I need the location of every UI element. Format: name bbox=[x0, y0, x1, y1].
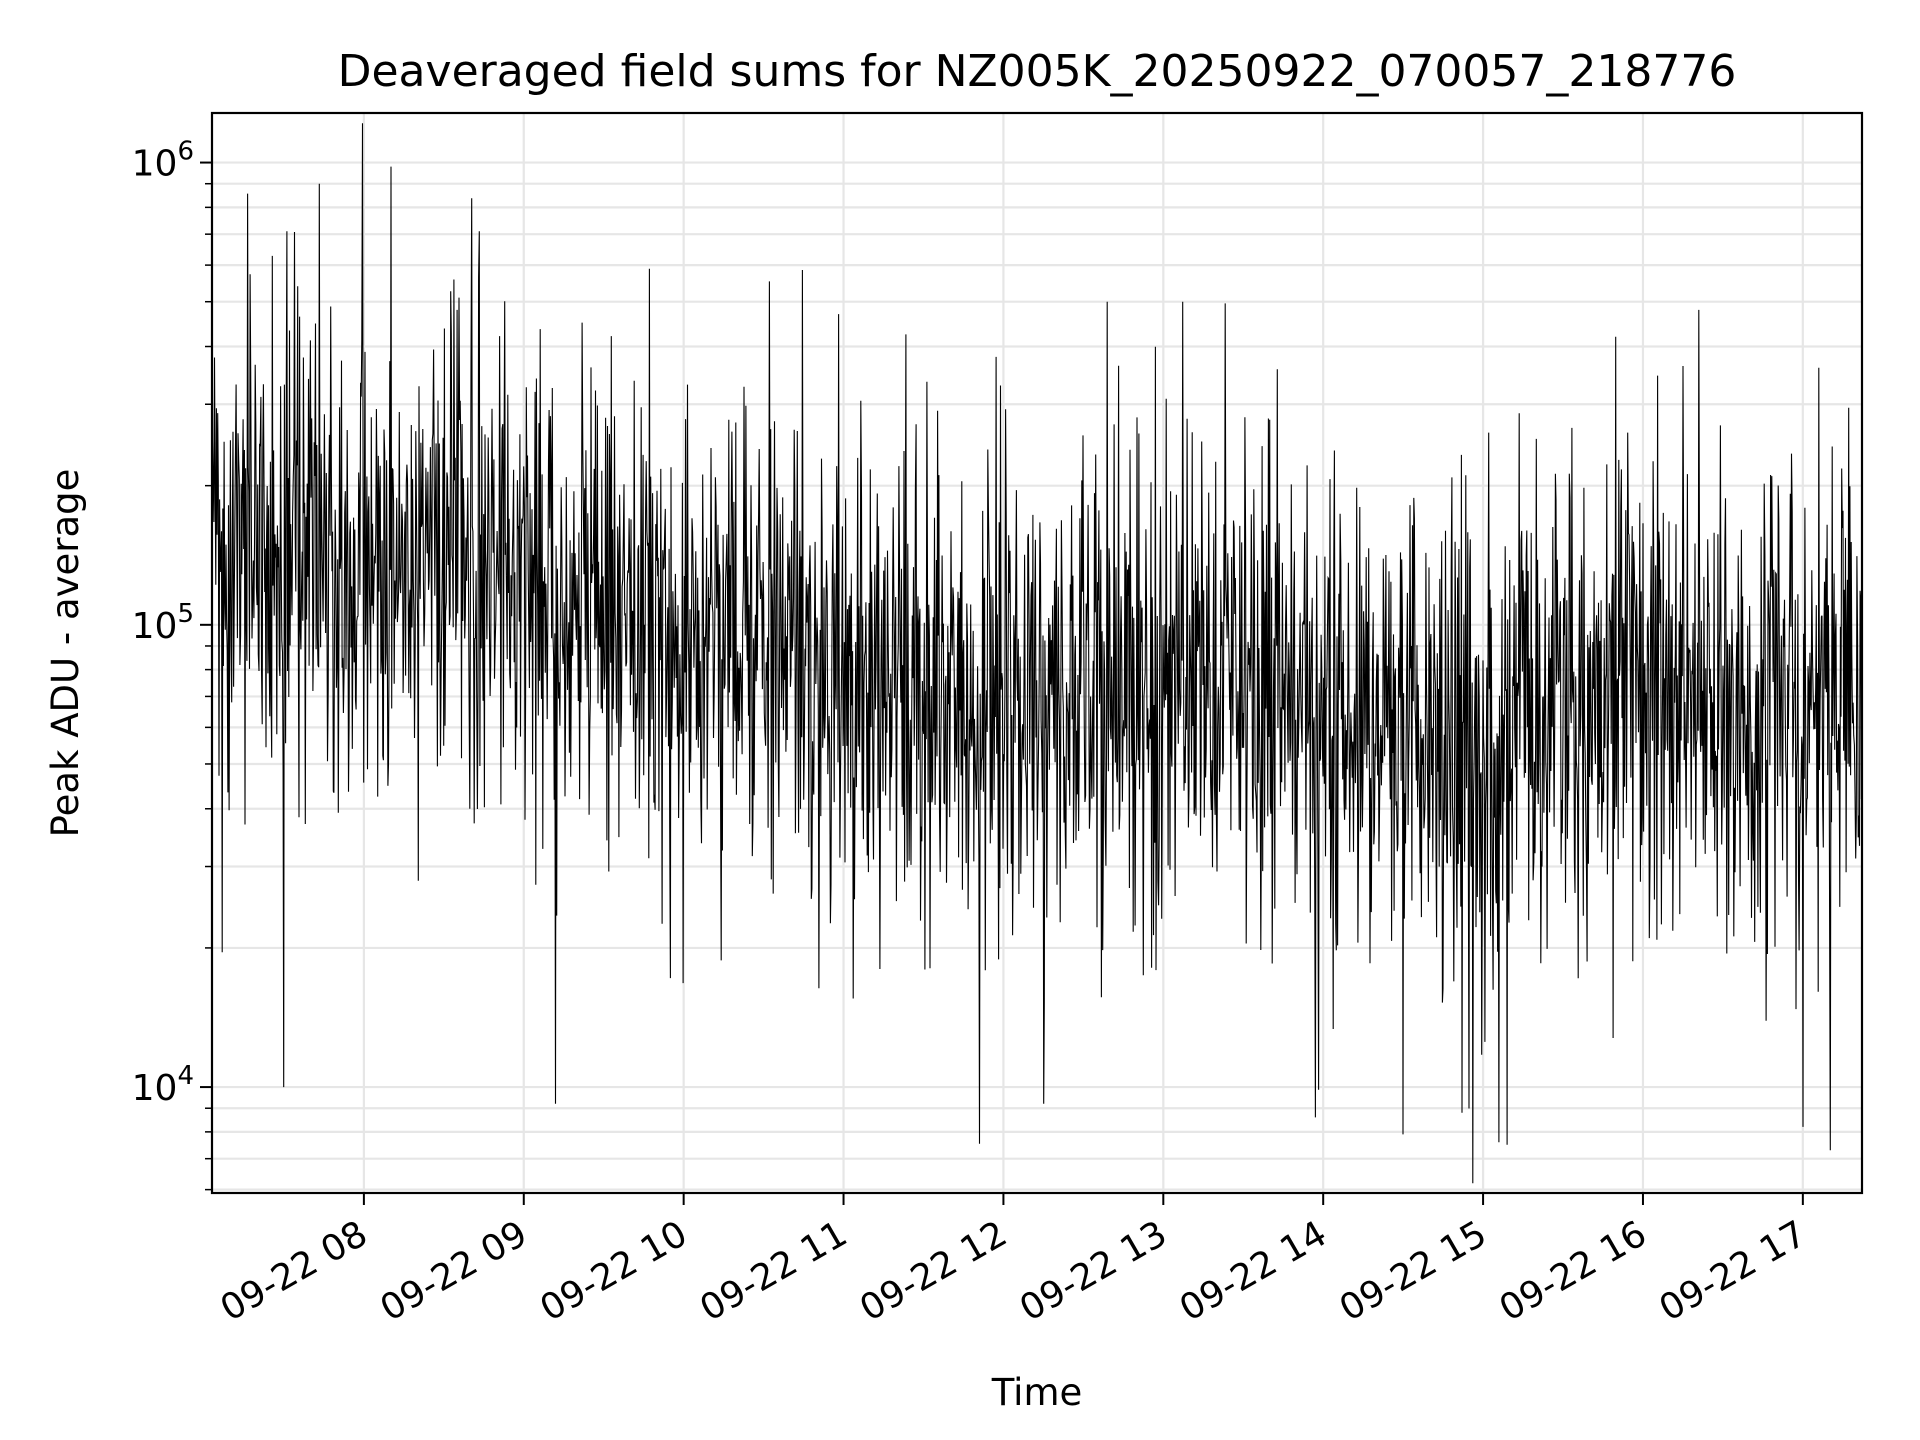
y-tick-exponent: 6 bbox=[177, 137, 194, 167]
x-tick-label: 09-22 08 bbox=[214, 1213, 375, 1329]
grid bbox=[212, 113, 1862, 1193]
y-tick-base: 10 bbox=[132, 606, 178, 647]
x-tick-label: 09-22 11 bbox=[693, 1213, 854, 1329]
x-axis-label: Time bbox=[991, 1371, 1083, 1414]
x-tick-label: 09-22 15 bbox=[1333, 1213, 1494, 1329]
x-tick-label: 09-22 12 bbox=[853, 1213, 1014, 1329]
x-tick-label: 09-22 10 bbox=[533, 1213, 694, 1329]
y-tick-label: 106 bbox=[132, 137, 194, 185]
y-tick-base: 10 bbox=[132, 144, 178, 185]
y-tick-label: 105 bbox=[132, 599, 194, 647]
x-tick-label: 09-22 14 bbox=[1173, 1213, 1334, 1329]
y-tick-label: 104 bbox=[132, 1061, 194, 1109]
axes-frame bbox=[210, 111, 1864, 1195]
x-tick-label: 09-22 09 bbox=[374, 1213, 535, 1329]
x-tick-label: 09-22 17 bbox=[1653, 1213, 1814, 1329]
y-axis-label: Peak ADU - average bbox=[44, 469, 87, 838]
chart-title: Deaveraged field sums for NZ005K_2025092… bbox=[338, 46, 1737, 97]
y-tick-exponent: 5 bbox=[177, 599, 194, 629]
plot-area bbox=[211, 123, 1863, 1184]
series-line bbox=[211, 123, 1863, 1184]
y-tick-base: 10 bbox=[132, 1068, 178, 1109]
x-tick-label: 09-22 13 bbox=[1013, 1213, 1174, 1329]
x-tick-label: 09-22 16 bbox=[1493, 1213, 1654, 1329]
y-tick-exponent: 4 bbox=[177, 1061, 194, 1091]
